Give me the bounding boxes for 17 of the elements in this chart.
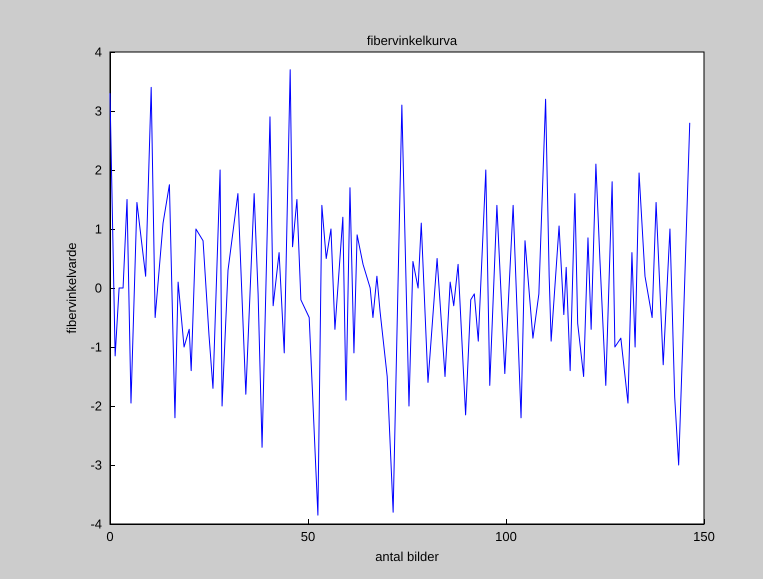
y-tick-label: 3 xyxy=(94,104,102,118)
line-series xyxy=(110,69,690,516)
y-tick-label: 4 xyxy=(94,44,102,60)
y-tick-label: -3 xyxy=(90,458,102,472)
x-tick-label: 100 xyxy=(495,529,517,544)
y-tick-label: 0 xyxy=(94,280,102,296)
y-tick-label: -2 xyxy=(90,398,102,414)
x-tick-label: 150 xyxy=(693,529,715,544)
x-tick-label: 50 xyxy=(300,529,316,544)
chart-title: fibervinkelkurva xyxy=(366,33,458,48)
y-tick-label: -4 xyxy=(90,516,102,532)
y-tick-label: -1 xyxy=(90,340,102,354)
y-tick-label: 2 xyxy=(94,162,102,178)
x-tick-label: 0 xyxy=(106,529,114,544)
y-tick-label: 1 xyxy=(94,222,102,236)
x-axis-title: antal bilder xyxy=(375,549,440,564)
y-axis-title: fibervinkelvarde xyxy=(64,242,79,334)
